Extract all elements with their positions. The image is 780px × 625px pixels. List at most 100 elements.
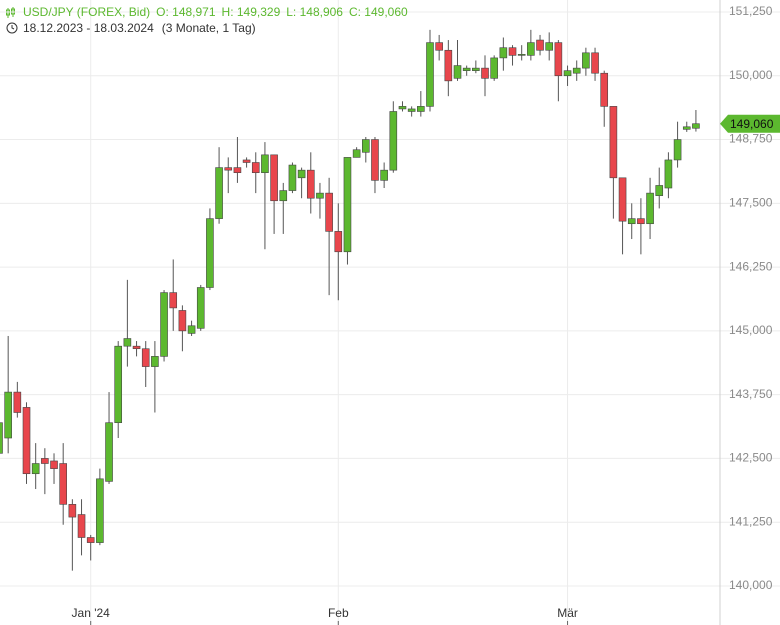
last-price-tag <box>720 114 780 133</box>
candle-body <box>692 123 700 129</box>
candle-body <box>105 422 113 482</box>
candle-body <box>591 52 599 74</box>
candle-body <box>196 287 205 329</box>
candle-body <box>462 67 471 71</box>
candle-body <box>279 190 288 202</box>
y-tick-label: 148,750 <box>729 132 773 146</box>
candle-body <box>215 167 223 219</box>
candle-body <box>141 348 150 367</box>
candle-body <box>325 192 333 232</box>
candle-body <box>380 169 388 181</box>
candle-body <box>627 218 636 225</box>
ohlc-value: L: 148,906 <box>286 5 343 19</box>
candle-body <box>490 57 498 79</box>
ohlc-value: H: 149,329 <box>222 5 281 19</box>
period-note: (3 Monate, 1 Tag) <box>162 21 256 35</box>
header-line: USD/JPY (FOREX, Bid) O: 148,971 H: 149,329… <box>23 5 408 19</box>
candle-body <box>655 185 664 196</box>
period: 18.12.2023 - 18.03.2024 <box>23 21 154 35</box>
candle-body <box>178 310 187 332</box>
candle-body <box>77 514 86 538</box>
candle-body <box>114 345 123 424</box>
candle-body <box>22 407 31 475</box>
candle-body <box>361 139 370 153</box>
candle-body <box>389 111 398 171</box>
candle-body <box>453 65 462 79</box>
y-tick-label: 141,250 <box>729 514 773 528</box>
ohlc-value: O: 148,971 <box>156 5 216 19</box>
candle-body <box>270 154 278 202</box>
candle-body <box>407 108 416 112</box>
candle-body <box>132 345 141 350</box>
candle-body <box>682 126 691 130</box>
candle-body <box>527 42 535 56</box>
candle-body <box>600 72 609 107</box>
candle-body <box>637 218 645 225</box>
candle-body <box>251 162 260 174</box>
y-tick-label: 147,500 <box>729 195 773 209</box>
candle-body <box>572 67 581 74</box>
candle-body <box>68 504 77 518</box>
y-tick-label: 143,750 <box>729 387 773 401</box>
x-tick-label: Feb <box>328 606 349 620</box>
candle-body <box>123 338 132 347</box>
candle-body <box>618 177 627 222</box>
y-tick-label: 150,000 <box>729 68 773 82</box>
candle-body <box>160 292 168 357</box>
header-icon <box>6 7 15 18</box>
x-tick-label: Mär <box>557 606 578 620</box>
candle-body <box>316 192 324 199</box>
candle-body <box>582 52 590 69</box>
candle-body <box>499 47 508 59</box>
candle-body <box>86 537 95 543</box>
candle-body <box>536 39 544 51</box>
period-line: 18.12.2023 - 18.03.2024 (3 Monate, 1 Tag) <box>23 21 256 35</box>
candle-body <box>0 422 3 454</box>
candle-body <box>554 42 563 77</box>
candle-body <box>242 159 251 163</box>
candle-body <box>261 154 269 174</box>
candle-body <box>224 167 233 171</box>
candle-body <box>609 106 618 179</box>
last-price-label: 149,060 <box>730 117 774 131</box>
candle-body <box>444 49 453 82</box>
candle-body <box>306 169 315 199</box>
candle-body <box>297 169 306 179</box>
x-tick-label: Jan '24 <box>72 606 111 620</box>
ohlc-value: C: 149,060 <box>349 5 408 19</box>
candle-body <box>13 391 22 413</box>
candle-body <box>96 478 104 543</box>
y-tick-label: 142,500 <box>729 451 773 465</box>
candle-body <box>508 47 517 56</box>
candle-body <box>59 463 67 505</box>
candle-body <box>4 391 12 439</box>
candle-body <box>371 139 379 181</box>
y-tick-label: 151,250 <box>729 4 773 18</box>
candle-body <box>233 167 242 174</box>
candle-body <box>545 42 554 51</box>
y-tick-label: 140,000 <box>729 578 773 592</box>
candle-body <box>343 157 352 253</box>
candle-body <box>673 139 682 161</box>
y-tick-label: 146,250 <box>729 259 773 273</box>
candle-body <box>517 54 526 56</box>
clock-icon <box>6 22 18 34</box>
candle-body <box>417 106 425 112</box>
candle-body <box>426 42 434 107</box>
candle-body <box>206 218 214 288</box>
candle-body <box>151 356 159 367</box>
candle-body <box>41 458 49 464</box>
candle-body <box>481 67 489 79</box>
candle-body <box>169 292 178 309</box>
candle-body <box>664 159 673 189</box>
title: USD/JPY (FOREX, Bid) <box>23 5 150 19</box>
candle-body <box>288 164 297 191</box>
candle-body <box>334 231 343 253</box>
y-tick-label: 145,000 <box>729 323 773 337</box>
candle-body <box>563 70 572 77</box>
candle-body <box>646 192 654 225</box>
candle-body <box>50 460 58 469</box>
candle-body <box>398 106 407 110</box>
candle-body <box>435 42 443 51</box>
